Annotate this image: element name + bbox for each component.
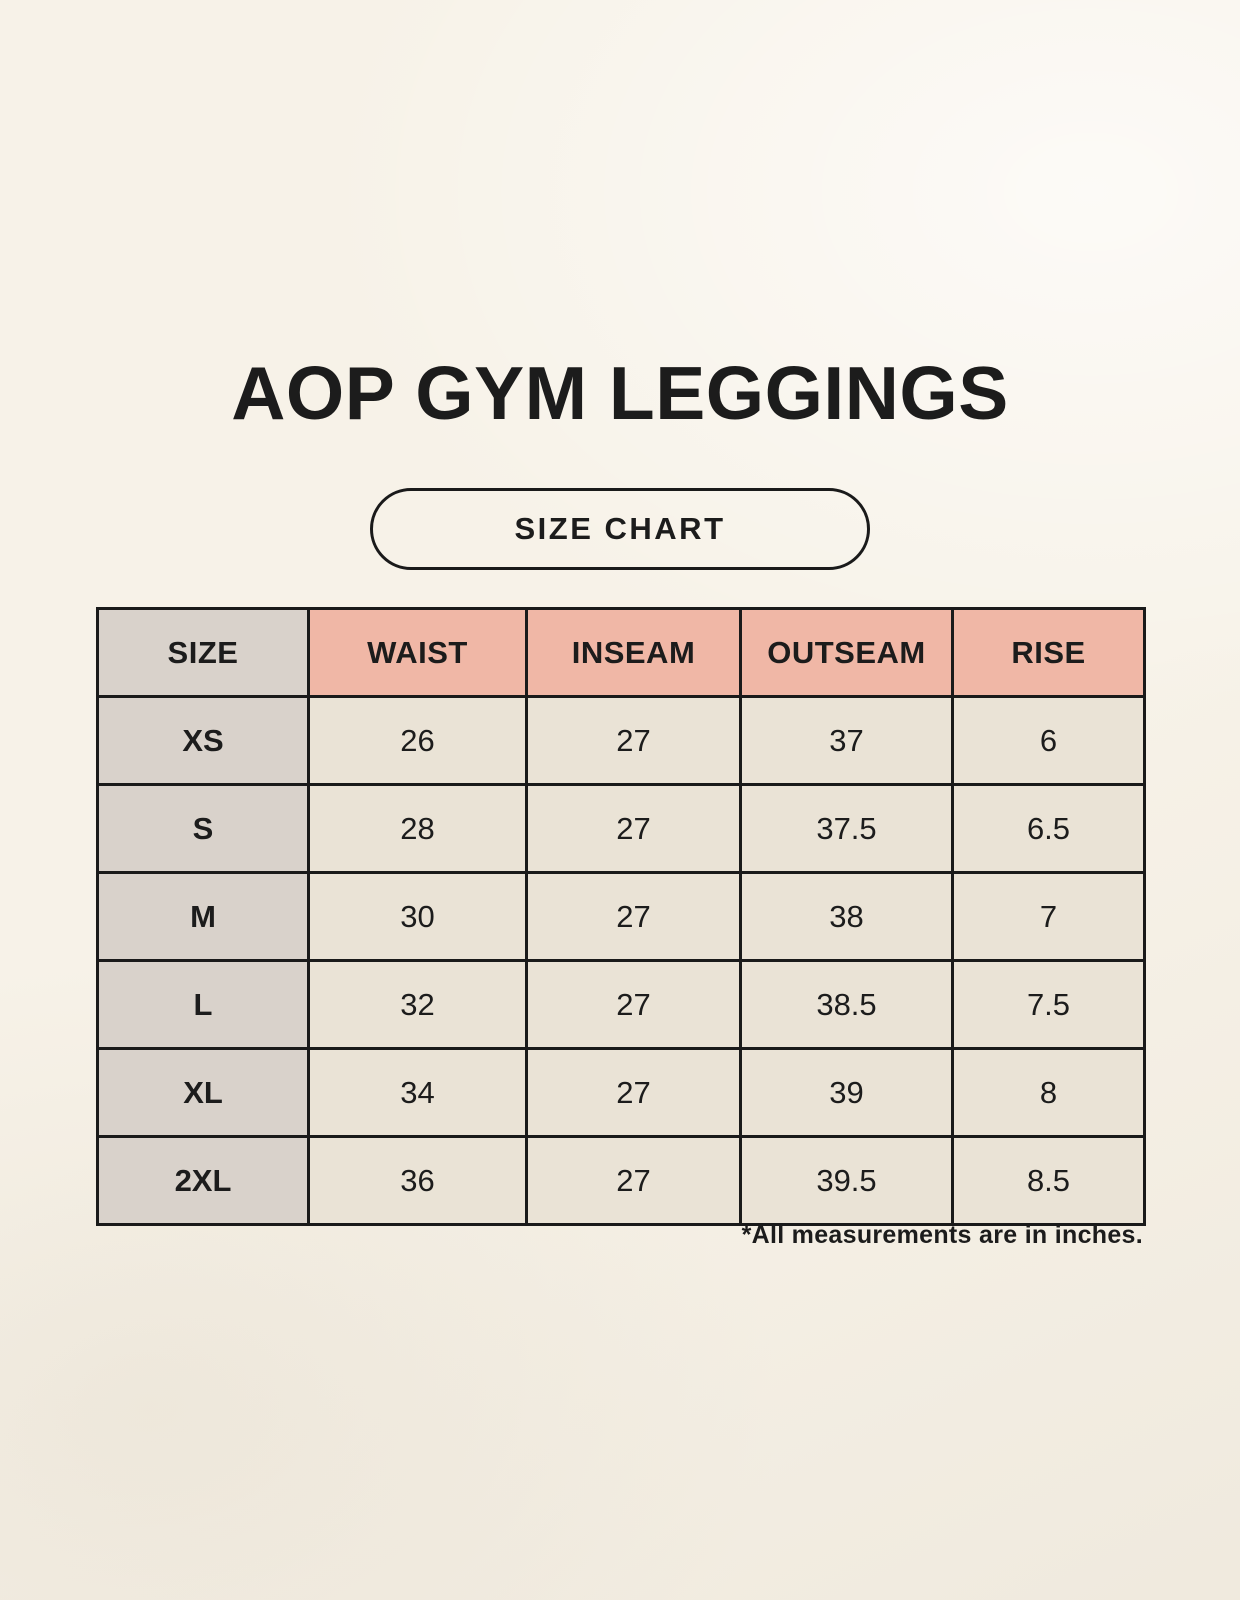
column-header-rise: RISE <box>951 607 1146 698</box>
page-title: AOP GYM LEGGINGS <box>231 351 1009 435</box>
measurement-cell: 27 <box>525 1135 742 1226</box>
measurement-cell: 6.5 <box>951 783 1146 874</box>
measurement-cell: 28 <box>307 783 528 874</box>
measurement-cell: 26 <box>307 695 528 786</box>
size-label: XL <box>96 1047 310 1138</box>
measurement-cell: 27 <box>525 871 742 962</box>
table-row-2xl: 2XL 36 27 39.5 8.5 <box>96 1135 1146 1226</box>
size-label: 2XL <box>96 1135 310 1226</box>
size-table: SIZE WAIST INSEAM OUTSEAM RISE XS 26 27 37 6 S 28 2… <box>96 607 1146 1226</box>
measurement-cell: 8.5 <box>951 1135 1146 1226</box>
measurement-cell: 34 <box>307 1047 528 1138</box>
table-row-s: S 28 27 37.5 6.5 <box>96 783 1146 874</box>
table-row-xs: XS 26 27 37 6 <box>96 695 1146 786</box>
size-label: M <box>96 871 310 962</box>
measurement-cell: 27 <box>525 783 742 874</box>
size-chart-badge-label: SIZE CHART <box>514 511 726 546</box>
measurement-cell: 8 <box>951 1047 1146 1138</box>
table-row-l: L 32 27 38.5 7.5 <box>96 959 1146 1050</box>
column-header-waist: WAIST <box>307 607 528 698</box>
table-body: XS 26 27 37 6 S 28 27 37.5 6.5 M 30 27 38 7 L 32 27 38.5 7.… <box>96 695 1146 1226</box>
measurement-cell: 39.5 <box>739 1135 954 1226</box>
column-header-outseam: OUTSEAM <box>739 607 954 698</box>
table-header-row: SIZE WAIST INSEAM OUTSEAM RISE <box>96 607 1146 698</box>
measurement-cell: 7 <box>951 871 1146 962</box>
measurement-cell: 7.5 <box>951 959 1146 1050</box>
measurements-footnote: *All measurements are in inches. <box>741 1221 1143 1249</box>
measurement-cell: 27 <box>525 959 742 1050</box>
measurement-cell: 36 <box>307 1135 528 1226</box>
size-label: XS <box>96 695 310 786</box>
measurement-cell: 37 <box>739 695 954 786</box>
measurement-cell: 27 <box>525 695 742 786</box>
measurement-cell: 30 <box>307 871 528 962</box>
measurement-cell: 27 <box>525 1047 742 1138</box>
column-header-inseam: INSEAM <box>525 607 742 698</box>
column-header-size: SIZE <box>96 607 310 698</box>
table-row-m: M 30 27 38 7 <box>96 871 1146 962</box>
size-label: S <box>96 783 310 874</box>
measurement-cell: 38.5 <box>739 959 954 1050</box>
measurement-cell: 32 <box>307 959 528 1050</box>
measurement-cell: 39 <box>739 1047 954 1138</box>
measurement-cell: 37.5 <box>739 783 954 874</box>
size-chart-badge: SIZE CHART <box>370 488 870 570</box>
size-label: L <box>96 959 310 1050</box>
table-row-xl: XL 34 27 39 8 <box>96 1047 1146 1138</box>
measurement-cell: 38 <box>739 871 954 962</box>
measurement-cell: 6 <box>951 695 1146 786</box>
